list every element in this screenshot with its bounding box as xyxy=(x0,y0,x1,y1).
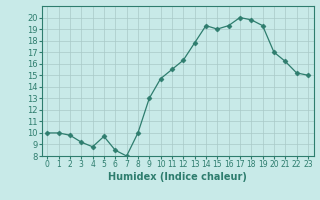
X-axis label: Humidex (Indice chaleur): Humidex (Indice chaleur) xyxy=(108,172,247,182)
